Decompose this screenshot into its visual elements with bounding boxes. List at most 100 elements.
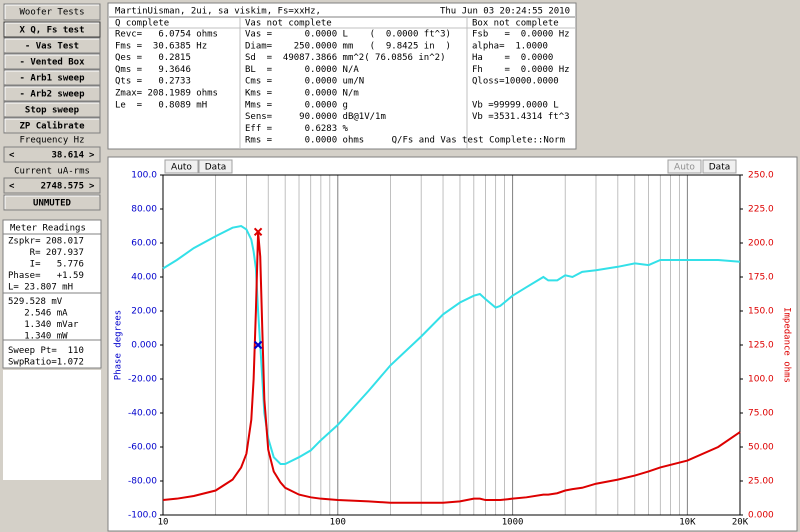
report-line: Eff = 0.6283 % [245, 124, 349, 134]
mute-button[interactable] [3, 194, 101, 211]
mute-label[interactable]: UNMUTED [33, 199, 72, 209]
report-line: Sens= 90.0000 dB@1V/1m [245, 112, 386, 122]
report-line: Sd = 49087.3866 mm^2( 76.0856 in^2) [245, 53, 445, 63]
button[interactable] [3, 21, 101, 38]
meter-line: SwpRatio=1.072 [8, 358, 84, 368]
report-line: Qts = 0.2733 [115, 77, 191, 87]
panel-title-box [3, 3, 101, 21]
report-line: Revc= 6.0754 ohms [115, 30, 218, 40]
button-label[interactable]: - Vas Test [25, 42, 79, 52]
button[interactable] [3, 117, 101, 134]
button[interactable] [3, 37, 101, 54]
y2-tick-label: 200.0 [748, 239, 774, 249]
y2-tick-label: 250.0 [748, 171, 774, 181]
y2-tick-label: 75.00 [748, 409, 774, 419]
toolbar-label[interactable]: Auto [674, 163, 695, 173]
series-line [162, 224, 741, 465]
button[interactable] [3, 69, 101, 86]
button-label[interactable]: X Q, Fs test [19, 26, 84, 36]
status-text: Q/Fs and Vas test Complete::Norm [392, 136, 565, 146]
toolbar-button[interactable] [702, 159, 737, 174]
y2-tick-label: 100.0 [748, 375, 774, 385]
marker [253, 227, 263, 237]
toolbar-button[interactable] [164, 159, 199, 174]
y2-axis-title: Impedance ohms [782, 307, 792, 383]
toolbar-button[interactable] [198, 159, 233, 174]
report-line: Vb =3531.4314 ft^3 [472, 112, 570, 122]
field-value: 38.614 [51, 151, 84, 161]
meter-line: Sweep Pt= 110 [8, 346, 84, 356]
x-tick-label: 100 [330, 518, 346, 528]
y2-tick-label: 175.0 [748, 273, 774, 283]
report-line: Vb =99999.0000 L [472, 100, 559, 110]
meter-line: 529.528 mV [8, 297, 63, 307]
meter-title: Meter Readings [10, 224, 86, 234]
report-line: Fms = 30.6385 Hz [115, 41, 207, 51]
button[interactable] [3, 101, 101, 118]
report-panel [107, 2, 577, 150]
marker [253, 340, 263, 350]
x-tick-label: 1000 [502, 518, 524, 528]
column-title: Q complete [115, 19, 169, 29]
meter-line: 1.340 mVar [8, 320, 79, 330]
report-line: Le = 0.8089 mH [115, 100, 207, 110]
meter-line: 2.546 mA [8, 309, 68, 319]
button-label[interactable]: - Vented Box [19, 58, 85, 68]
report-line: alpha= 1.0000 [472, 41, 548, 51]
prev-button[interactable]: < [9, 151, 15, 161]
report-line: BL = 0.0000 N/A [245, 65, 359, 75]
y-tick-label: -80.00 [128, 477, 157, 487]
y2-tick-label: 50.00 [748, 443, 774, 453]
plot-frame [162, 174, 741, 516]
y-tick-label: -60.00 [128, 443, 157, 453]
meter-line: 1.340 mW [8, 332, 68, 342]
chart-panel [107, 156, 798, 532]
y2-tick-label: 150.0 [748, 307, 774, 317]
toolbar-label[interactable]: Data [709, 163, 731, 173]
report-header: MartinUisman, 2ui, sa viskim, Fs=xxHz, [115, 7, 321, 17]
meter-line: R= 207.937 [8, 248, 84, 258]
report-line: Fh = 0.0000 Hz [472, 65, 570, 75]
y-tick-label: 0.000 [131, 341, 157, 351]
y-tick-label: 100.0 [131, 171, 157, 181]
button-label[interactable]: ZP Calibrate [19, 121, 85, 132]
toolbar-label[interactable]: Data [205, 163, 227, 173]
toolbar-button[interactable] [667, 159, 702, 174]
toolbar-label[interactable]: Auto [171, 163, 192, 173]
y-tick-label: -100.0 [128, 511, 157, 521]
report-line: Fsb = 0.0000 Hz [472, 30, 570, 40]
y2-tick-label: 225.0 [748, 205, 774, 215]
y2-tick-label: 25.00 [748, 477, 774, 487]
field-box [3, 146, 101, 163]
panel-title: Woofer Tests [19, 8, 84, 18]
next-button[interactable]: > [89, 182, 95, 192]
report-line: Ha = 0.0000 [472, 53, 553, 63]
x-tick-label: 10K [679, 518, 696, 528]
field-label: Frequency Hz [19, 136, 84, 146]
meter-line: Phase= +1.59 [8, 271, 84, 281]
column-title: Box not complete [472, 19, 559, 29]
report-line: Vas = 0.0000 L ( 0.0000 ft^3) [245, 30, 451, 40]
report-timestamp: Thu Jun 03 20:24:55 2010 [440, 7, 570, 17]
report-line: Qes = 0.2815 [115, 53, 191, 63]
series-line [162, 232, 741, 504]
report-line: Kms = 0.0000 N/m [245, 89, 359, 99]
button-label[interactable]: - Arb1 sweep [19, 74, 85, 84]
next-button[interactable]: > [89, 151, 95, 161]
meter-line: I= 5.776 [8, 260, 84, 270]
y2-tick-label: 0.000 [748, 511, 774, 521]
report-line: Qms = 9.3646 [115, 65, 191, 75]
y-tick-label: 20.00 [131, 307, 157, 317]
button[interactable] [3, 85, 101, 102]
meter-line: Zspkr= 208.017 [8, 237, 84, 247]
y-tick-label: 80.00 [131, 205, 157, 215]
button-label[interactable]: Stop sweep [25, 106, 80, 116]
prev-button[interactable]: < [9, 182, 15, 192]
y-tick-label: -40.00 [128, 409, 157, 419]
button[interactable] [3, 53, 101, 70]
button-label[interactable]: - Arb2 sweep [19, 90, 85, 100]
y-tick-label: -20.00 [128, 375, 157, 385]
field-value: 2748.575 [41, 182, 84, 192]
report-line: Zmax= 208.1989 ohms [115, 89, 218, 99]
